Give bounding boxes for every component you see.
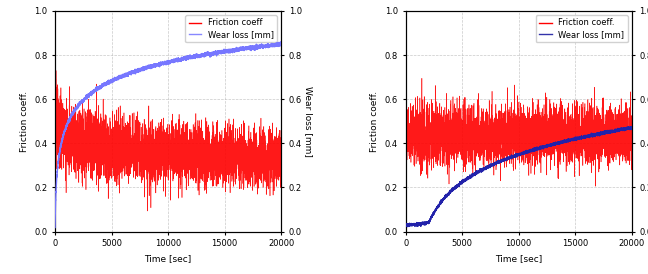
Y-axis label: Wear loss [mm]: Wear loss [mm] xyxy=(305,86,313,157)
Legend: Friction coeff., Wear loss [mm]: Friction coeff., Wear loss [mm] xyxy=(536,15,628,42)
X-axis label: Time [sec]: Time [sec] xyxy=(145,254,192,263)
X-axis label: Time [sec]: Time [sec] xyxy=(495,254,542,263)
Y-axis label: Friction coeff.: Friction coeff. xyxy=(370,91,379,152)
Legend: Friction coeff, Wear loss [mm]: Friction coeff, Wear loss [mm] xyxy=(185,15,277,42)
Y-axis label: Friction coeff.: Friction coeff. xyxy=(19,91,29,152)
